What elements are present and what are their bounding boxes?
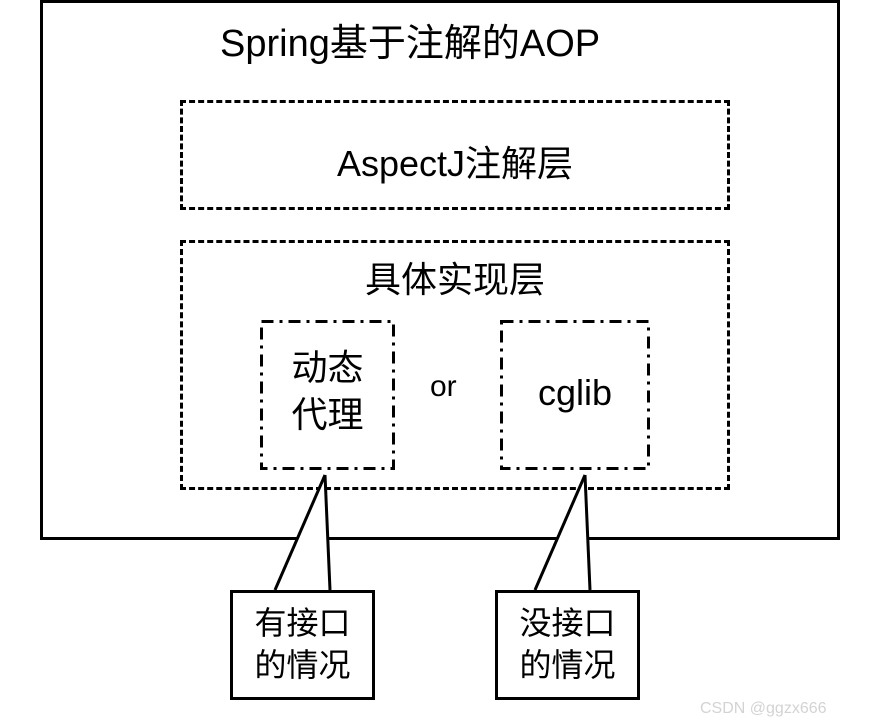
has-interface-line1: 有接口 — [254, 605, 350, 641]
has-interface-callout: 有接口 的情况 — [230, 590, 375, 700]
has-interface-label: 有接口 的情况 — [254, 603, 350, 686]
no-interface-line2: 的情况 — [519, 647, 615, 683]
no-interface-label: 没接口 的情况 — [519, 603, 615, 686]
no-interface-line1: 没接口 — [519, 605, 615, 641]
watermark: CSDN @ggzx666 — [700, 700, 827, 718]
callout-pointer-right — [0, 0, 889, 726]
no-interface-callout: 没接口 的情况 — [495, 590, 640, 700]
has-interface-line2: 的情况 — [254, 647, 350, 683]
